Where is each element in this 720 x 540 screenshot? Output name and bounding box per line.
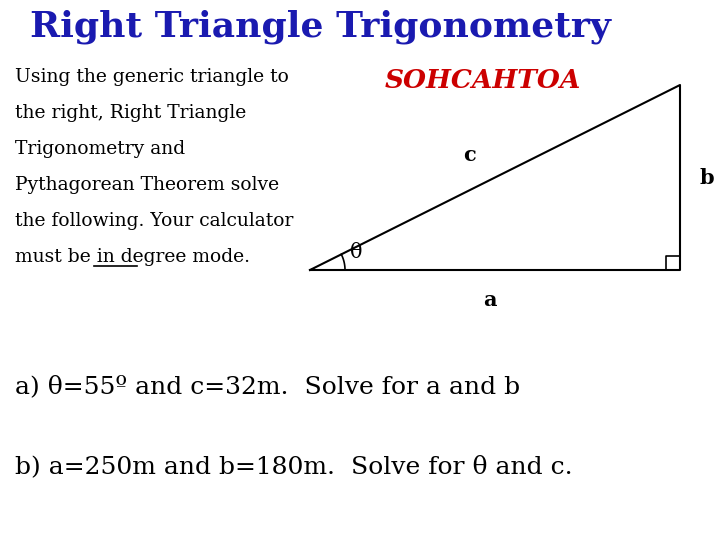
- Text: a) θ=55º and c=32m.  Solve for a and b: a) θ=55º and c=32m. Solve for a and b: [15, 375, 520, 398]
- Text: b) a=250m and b=180m.  Solve for θ and c.: b) a=250m and b=180m. Solve for θ and c.: [15, 455, 572, 478]
- Text: the following. Your calculator: the following. Your calculator: [15, 212, 293, 230]
- Text: a: a: [483, 290, 497, 310]
- Text: c: c: [464, 145, 477, 165]
- Text: Pythagorean Theorem solve: Pythagorean Theorem solve: [15, 176, 279, 194]
- Text: must be in degree mode.: must be in degree mode.: [15, 248, 250, 266]
- Text: Trigonometry and: Trigonometry and: [15, 140, 185, 158]
- Text: Right Triangle Trigonometry: Right Triangle Trigonometry: [30, 10, 611, 44]
- Text: Using the generic triangle to: Using the generic triangle to: [15, 68, 289, 86]
- Text: the right, Right Triangle: the right, Right Triangle: [15, 104, 246, 122]
- Text: SOHCAHTOA: SOHCAHTOA: [385, 68, 581, 93]
- Text: b: b: [700, 168, 715, 188]
- Text: θ: θ: [350, 242, 362, 261]
